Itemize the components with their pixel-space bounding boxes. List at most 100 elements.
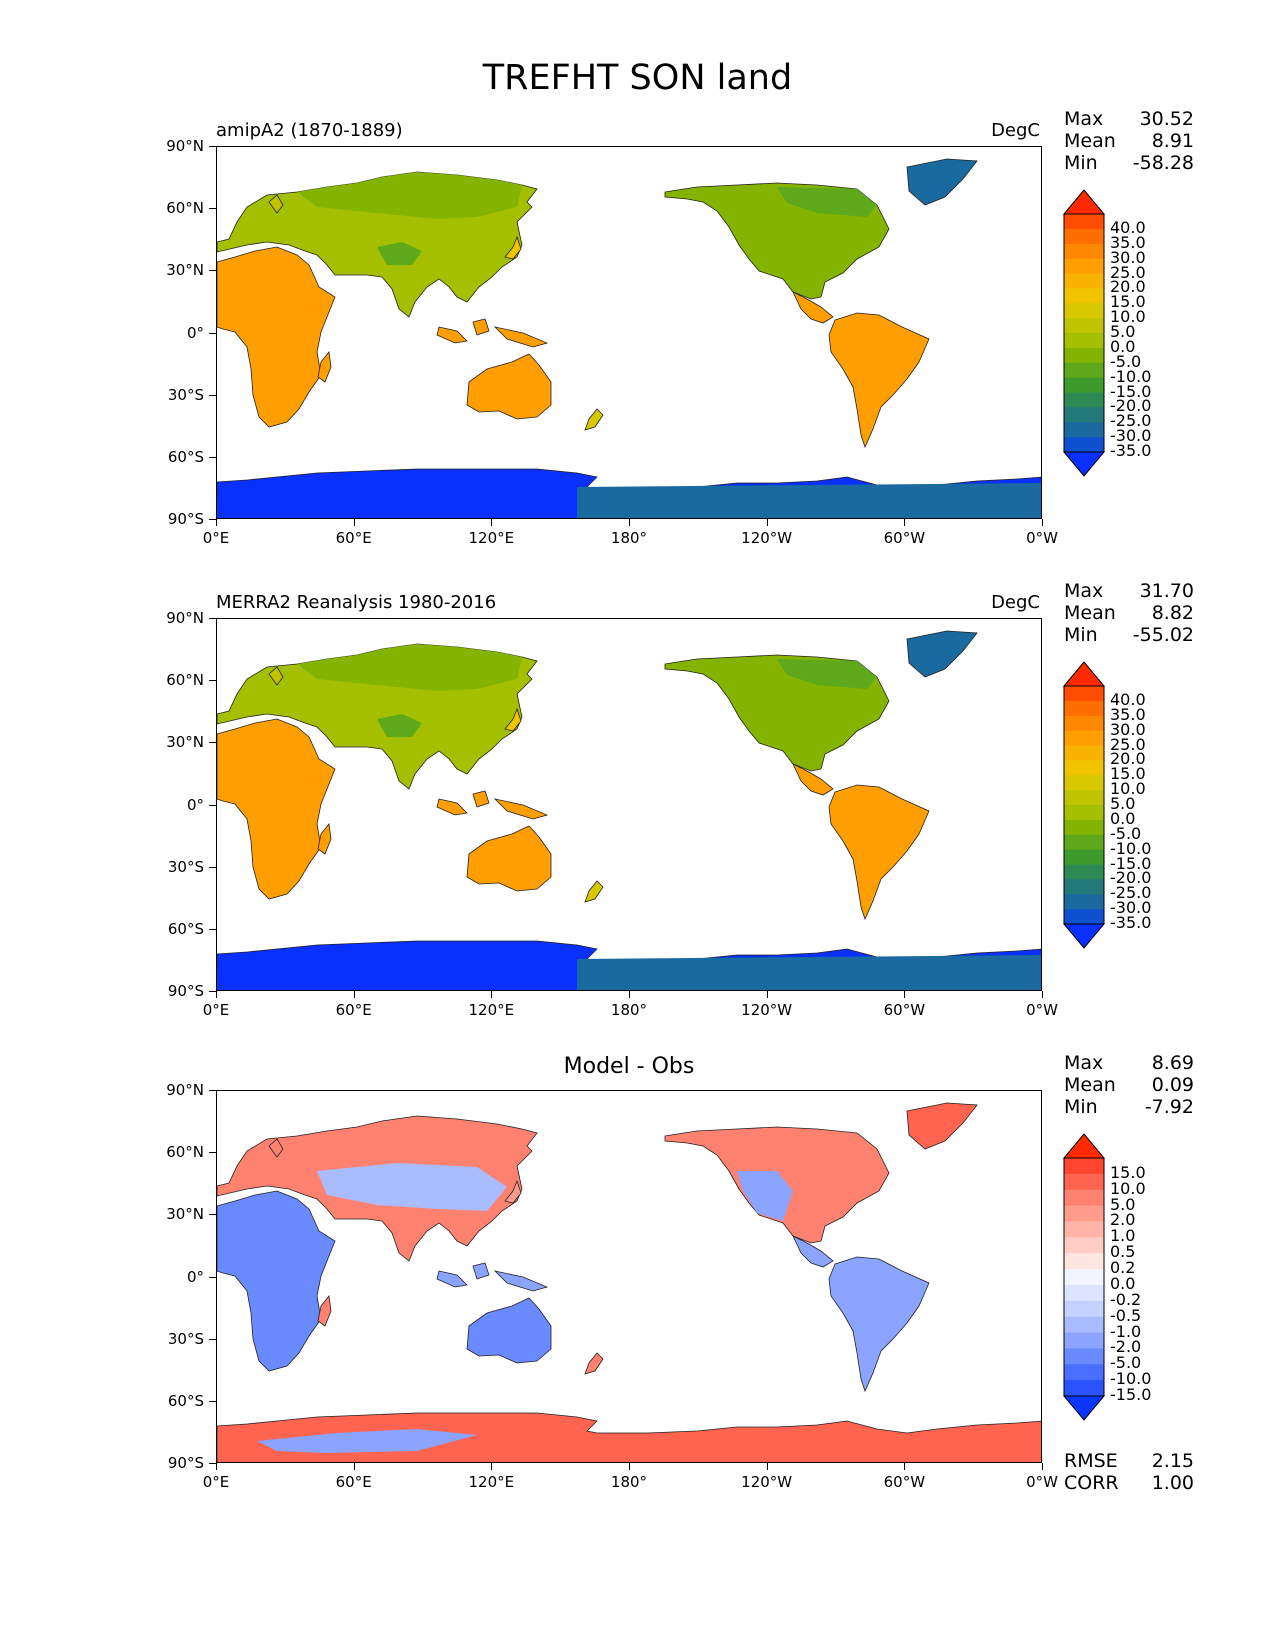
colorbar-tick-label: -35.0 xyxy=(1110,441,1152,460)
lat-tick-mark xyxy=(209,991,216,992)
colorbar-tick-label: -20.0 xyxy=(1110,868,1152,888)
lon-tick-mark xyxy=(766,1463,768,1470)
canada-cold-region xyxy=(777,187,877,217)
colorbar-segment xyxy=(1064,1364,1104,1381)
lat-tick-mark xyxy=(209,519,216,520)
lon-tick-label: 120°W xyxy=(741,1473,793,1491)
lon-tick-label: 0°E xyxy=(202,1001,230,1019)
landmass-uk xyxy=(268,666,284,686)
colorbar-segment xyxy=(1064,909,1104,925)
colorbar-tick-label: -10.0 xyxy=(1110,1369,1152,1389)
lon-tick-label: 180° xyxy=(610,1473,648,1491)
lon-tick-mark xyxy=(491,519,493,526)
landmass-greenland xyxy=(906,1102,978,1150)
lat-tick-label: 30°S xyxy=(167,385,204,404)
colorbar-tick-label: 15.0 xyxy=(1110,292,1146,312)
lat-tick-mark xyxy=(209,866,216,868)
colorbar-tick-label: 10.0 xyxy=(1110,1178,1146,1198)
colorbar-tick-label: 0.0 xyxy=(1110,336,1136,356)
colorbar-segment xyxy=(1064,879,1104,895)
colorbar-tick-label: -1.0 xyxy=(1110,1321,1142,1341)
colorbar-tick-label: -0.5 xyxy=(1110,1305,1142,1325)
lon-tick-mark xyxy=(216,1463,217,1470)
lat-tick-mark xyxy=(209,742,216,744)
colorbar-segment xyxy=(1064,760,1104,776)
colorbar-tick-label: -25.0 xyxy=(1110,411,1152,431)
lon-tick-mark xyxy=(353,519,355,526)
lat-tick-mark xyxy=(209,332,216,334)
stat-value: 0.09 xyxy=(1151,1074,1194,1096)
lat-tick-label: 90°S xyxy=(167,982,204,1000)
lon-tick-label: 120°E xyxy=(468,529,515,547)
lon-tick-label: 120°E xyxy=(468,1001,515,1019)
colorbar-tick-label: -15.0 xyxy=(1110,381,1152,401)
colorbar-segment xyxy=(1064,686,1104,702)
lat-tick-label: 60°N xyxy=(166,1143,204,1162)
colorbar-tick-label: -10.0 xyxy=(1110,838,1152,858)
lat-tick-label: 0° xyxy=(186,323,204,342)
cold-band-siberia xyxy=(297,172,522,219)
colorbar-tick-label: 15.0 xyxy=(1110,764,1146,784)
colorbar-segment xyxy=(1064,864,1104,880)
lon-tick-mark xyxy=(1042,519,1043,526)
lon-tick-label: 180° xyxy=(610,1001,648,1019)
lat-tick-mark xyxy=(209,618,216,619)
lon-tick-mark xyxy=(904,1463,906,1470)
colorbar-segment xyxy=(1064,333,1104,349)
colorbar-tick-label: -10.0 xyxy=(1110,366,1152,386)
error-stats: RMSE 2.15 CORR 1.00 xyxy=(1064,1450,1194,1494)
colorbar-tick-label: 0.5 xyxy=(1110,1242,1136,1262)
colorbar-tick-label: 25.0 xyxy=(1110,262,1146,282)
colorbar-tick-label: -35.0 xyxy=(1110,913,1152,932)
landmass-nz xyxy=(584,1352,604,1375)
colorbar-tick-label: 5.0 xyxy=(1110,794,1136,813)
colorbar-tick-label: 20.0 xyxy=(1110,749,1146,769)
units-label: DegC xyxy=(991,592,1040,613)
landmass-japan xyxy=(504,235,522,260)
lat-tick-label: 30°S xyxy=(167,857,204,876)
colorbar-max-extend xyxy=(1062,1133,1106,1159)
landmass-australia xyxy=(466,353,552,420)
landmass-c-america xyxy=(792,291,834,324)
colorbar-segment xyxy=(1064,745,1104,761)
colorbar-tick-label: -25.0 xyxy=(1110,883,1152,903)
colorbar-segment xyxy=(1064,1316,1104,1334)
colorbar-segment xyxy=(1064,775,1104,791)
stat-label: Mean xyxy=(1064,602,1116,624)
colorbar-tick-label: -20.0 xyxy=(1110,396,1152,416)
colorbar-segment xyxy=(1064,819,1104,836)
lat-tick-mark xyxy=(209,1276,216,1278)
landmass-se-asia xyxy=(436,790,549,820)
canada-cold-region xyxy=(777,659,877,689)
lat-tick-label: 90°N xyxy=(166,137,204,155)
colorbar-min-extend xyxy=(1062,451,1106,477)
lon-tick-label: 60°E xyxy=(335,1001,372,1019)
colorbar-segment xyxy=(1064,288,1104,304)
colorbar-segment xyxy=(1064,1269,1104,1286)
lon-tick-mark xyxy=(904,991,906,998)
colorbar-segment xyxy=(1064,1221,1104,1238)
lat-tick-mark xyxy=(209,928,216,930)
lat-tick-mark xyxy=(209,1152,216,1154)
colorbar-segment xyxy=(1064,1189,1104,1207)
colorbar-tick-label: 30.0 xyxy=(1110,719,1146,739)
tibet-cold-region xyxy=(377,714,422,737)
colorbar-max-extend xyxy=(1062,661,1106,687)
stat-value: 2.15 xyxy=(1151,1450,1194,1472)
colorbar-tick-label: 2.0 xyxy=(1110,1210,1136,1230)
lat-tick-label: 90°S xyxy=(167,1454,204,1472)
diff-panel: Model - Obs Max 8.69 Mean 0.09 Min -7.92 15… xyxy=(0,1052,1275,1560)
stats-box: Max 8.69 Mean 0.09 Min -7.92 xyxy=(1064,1052,1194,1118)
landmass-africa xyxy=(217,1190,336,1372)
landmass-africa xyxy=(217,246,336,428)
colorbar-segment xyxy=(1064,805,1104,821)
colorbar-segment xyxy=(1064,700,1104,717)
colorbar-tick-label: -5.0 xyxy=(1110,351,1142,371)
landmass-greenland xyxy=(906,158,978,206)
colorbar-segment xyxy=(1064,214,1104,230)
colorbar-segment xyxy=(1064,894,1104,910)
central-asia-cold-bias xyxy=(317,1163,507,1211)
colorbar-tick-label: 5.0 xyxy=(1110,1194,1136,1214)
landmass-africa xyxy=(217,718,336,900)
lat-tick-mark xyxy=(209,680,216,682)
